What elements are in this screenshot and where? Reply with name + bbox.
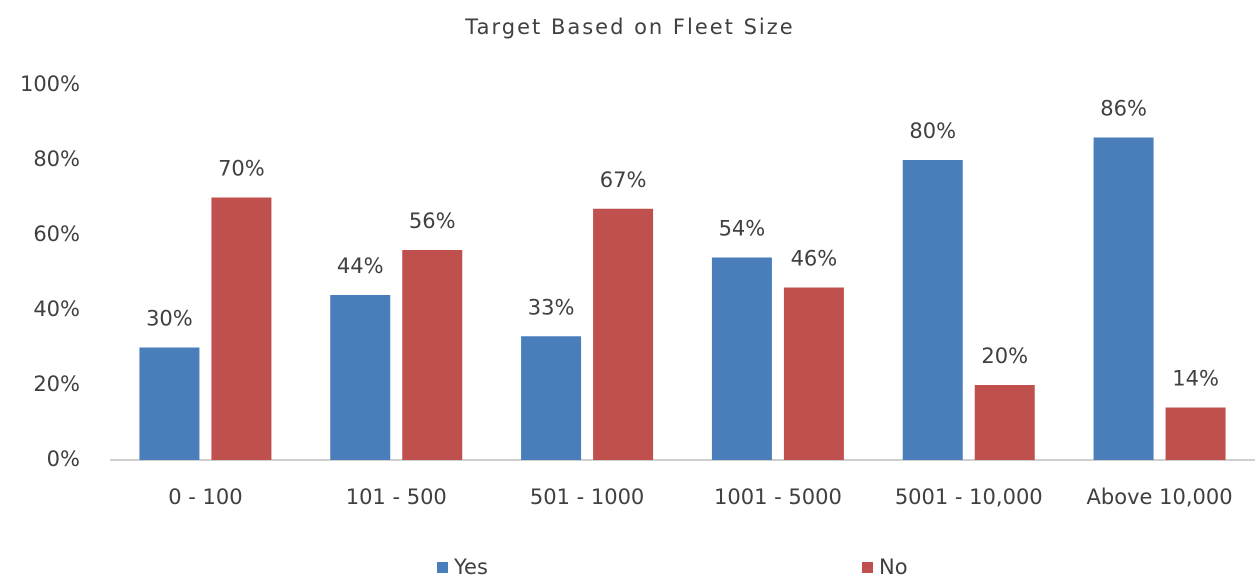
bar <box>593 208 654 460</box>
bar <box>1165 407 1226 460</box>
y-tick-label: 20% <box>33 372 80 396</box>
x-tick-label: 5001 - 10,000 <box>895 485 1043 509</box>
value-label: 56% <box>409 209 456 233</box>
x-tick-label: 501 - 1000 <box>530 485 644 509</box>
x-tick-label: 1001 - 5000 <box>714 485 842 509</box>
bar <box>711 257 772 460</box>
x-tick-label: 101 - 500 <box>346 485 447 509</box>
value-label: 54% <box>719 217 766 241</box>
bar <box>402 250 463 460</box>
value-label: 67% <box>600 168 647 192</box>
bar <box>139 347 200 460</box>
value-label: 44% <box>337 254 384 278</box>
value-label: 86% <box>1100 97 1147 121</box>
value-label: 80% <box>909 119 956 143</box>
legend-label: No <box>879 555 908 579</box>
y-tick-label: 0% <box>47 447 80 471</box>
y-tick-label: 60% <box>33 222 80 246</box>
legend-swatch <box>862 562 873 573</box>
bar <box>783 287 844 460</box>
value-label: 33% <box>528 295 575 319</box>
value-label: 14% <box>1172 367 1219 391</box>
x-tick-label: 0 - 100 <box>168 485 242 509</box>
legend-label: Yes <box>453 555 488 579</box>
legend-swatch <box>437 562 448 573</box>
y-tick-label: 80% <box>33 147 80 171</box>
chart-title: Target Based on Fleet Size <box>464 15 794 39</box>
value-label: 70% <box>218 157 265 181</box>
bar <box>521 336 582 460</box>
value-label: 30% <box>146 307 193 331</box>
x-tick-label: Above 10,000 <box>1087 485 1233 509</box>
bar <box>902 160 963 460</box>
bar <box>330 295 391 460</box>
y-tick-label: 40% <box>33 297 80 321</box>
y-tick-label: 100% <box>20 72 80 96</box>
value-label: 20% <box>981 344 1028 368</box>
bar <box>211 197 272 460</box>
value-label: 46% <box>791 247 838 271</box>
bar <box>1093 137 1154 460</box>
bar <box>974 385 1035 460</box>
